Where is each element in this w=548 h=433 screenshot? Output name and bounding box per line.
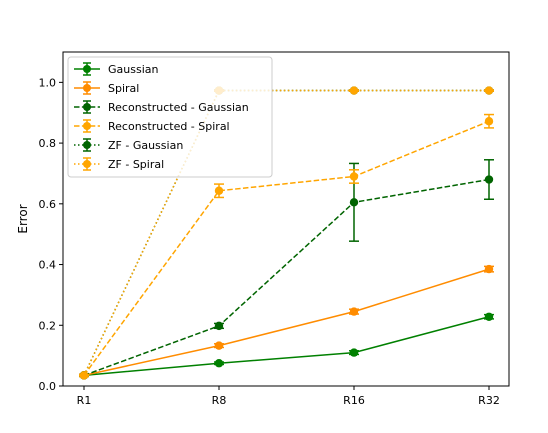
x-tick-label: R16 xyxy=(343,394,365,407)
legend-marker xyxy=(83,141,91,149)
series-line xyxy=(83,120,490,376)
data-point xyxy=(214,359,224,368)
x-tick-label: R1 xyxy=(77,394,92,407)
legend-item: Gaussian xyxy=(74,62,158,76)
series-line xyxy=(83,316,490,377)
data-point xyxy=(484,312,494,321)
legend-marker xyxy=(83,122,91,130)
series-line xyxy=(83,178,490,377)
legend-item: ZF - Spiral xyxy=(74,157,164,171)
data-point xyxy=(79,371,89,380)
data-point xyxy=(484,264,494,274)
data-point xyxy=(349,86,359,95)
data-point xyxy=(484,117,494,126)
legend: Gaussian Spiral Reconstructed - Gaussian Re… xyxy=(67,56,273,178)
legend-marker xyxy=(83,103,91,111)
data-point xyxy=(349,348,359,357)
y-tick-label: 0.8 xyxy=(39,137,57,150)
legend-label: Gaussian xyxy=(108,63,158,76)
data-point xyxy=(214,186,224,195)
legend-label: Spiral xyxy=(108,82,139,95)
legend-label: Reconstructed - Spiral xyxy=(108,120,230,133)
legend-marker xyxy=(83,65,91,73)
data-point xyxy=(349,198,359,207)
legend-label: ZF - Spiral xyxy=(108,158,164,171)
legend-box xyxy=(67,56,273,178)
y-tick-label: 0.4 xyxy=(39,259,57,272)
legend-marker xyxy=(83,160,91,168)
data-point xyxy=(484,86,494,95)
y-tick-label: 0.0 xyxy=(39,380,57,393)
legend-label: Reconstructed - Gaussian xyxy=(108,101,249,114)
y-tick-label: 0.2 xyxy=(39,319,57,332)
legend-item: Reconstructed - Spiral xyxy=(74,119,230,133)
y-tick-label: 1.0 xyxy=(39,76,57,89)
x-tick-label: R32 xyxy=(478,394,500,407)
y-axis: 0.0 0.2 0.4 0.6 0.8 1.0 xyxy=(39,76,63,393)
data-point xyxy=(214,321,224,331)
legend-label: ZF - Gaussian xyxy=(108,139,183,152)
data-point xyxy=(349,172,359,181)
data-point xyxy=(214,341,224,350)
series-line xyxy=(83,268,490,377)
y-tick-label: 0.6 xyxy=(39,198,57,211)
legend-item: Reconstructed - Gaussian xyxy=(74,100,249,114)
legend-item: ZF - Gaussian xyxy=(74,138,183,152)
x-tick-label: R8 xyxy=(212,394,227,407)
x-axis: R1 R8 R16 R32 xyxy=(77,386,500,407)
data-point xyxy=(484,175,494,184)
legend-marker xyxy=(83,84,91,92)
legend-item: Spiral xyxy=(74,81,139,95)
y-axis-label: Error xyxy=(16,204,30,233)
data-point xyxy=(349,307,359,316)
